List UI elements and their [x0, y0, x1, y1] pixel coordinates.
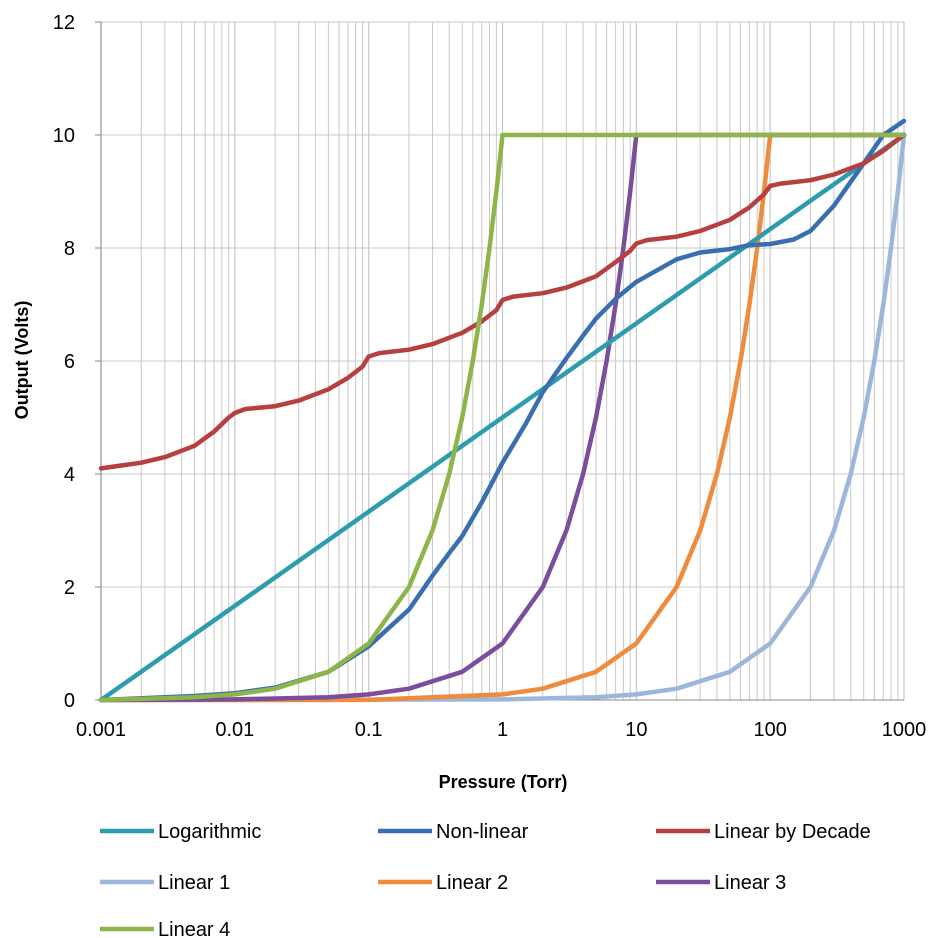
x-tick-label: 100 — [753, 719, 786, 741]
y-tick-label: 6 — [64, 351, 75, 373]
series-lines — [98, 118, 907, 703]
series-line-linear-3 — [98, 132, 907, 703]
legend-label: Logarithmic — [158, 821, 261, 843]
y-tick-label: 0 — [64, 690, 75, 712]
legend: Logarithmic Non-linear Linear by Decade Lin… — [100, 821, 871, 938]
y-axis-title: Output (Volts) — [12, 301, 32, 420]
series-line-linear-by-decade — [98, 132, 907, 471]
grid — [95, 21, 905, 701]
x-tick-label: 1 — [497, 719, 508, 741]
series-line-linear-4 — [98, 132, 907, 703]
legend-label: Linear 2 — [436, 872, 508, 894]
x-axis-tick-labels: 0.001 0.01 0.1 1 10 100 1000 — [76, 719, 926, 741]
y-tick-label: 8 — [64, 238, 75, 260]
legend-label: Non-linear — [436, 821, 529, 843]
series-line-logarithmic — [98, 132, 907, 703]
x-tick-label: 0.1 — [355, 719, 383, 741]
x-tick-label: 1000 — [882, 719, 927, 741]
series-line-linear-2 — [98, 132, 907, 703]
x-tick-label: 10 — [625, 719, 647, 741]
series-line-linear-1 — [98, 132, 907, 703]
y-tick-label: 10 — [53, 125, 75, 147]
legend-label: Linear 3 — [714, 872, 786, 894]
x-tick-label: 0.001 — [76, 719, 126, 741]
y-tick-label: 4 — [64, 464, 75, 486]
y-axis-tick-labels: 0 2 4 6 8 10 12 — [53, 12, 75, 712]
x-tick-label: 0.01 — [215, 719, 254, 741]
legend-label: Linear by Decade — [714, 821, 871, 843]
legend-label: Linear 1 — [158, 872, 230, 894]
y-tick-label: 2 — [64, 577, 75, 599]
y-tick-label: 12 — [53, 12, 75, 34]
legend-label: Linear 4 — [158, 919, 230, 938]
x-axis-title: Pressure (Torr) — [439, 772, 568, 792]
